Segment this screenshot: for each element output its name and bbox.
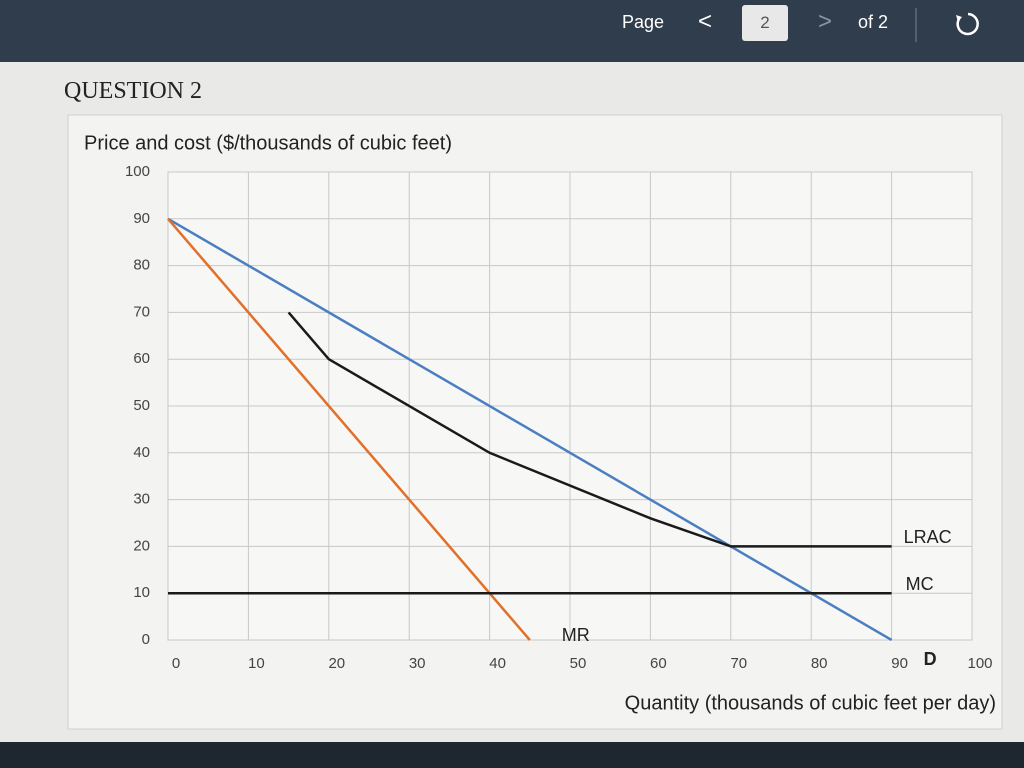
series-label: MC <box>906 574 934 594</box>
x-tick-label: 70 <box>730 655 747 672</box>
y-tick-label: 100 <box>125 163 150 180</box>
series-line <box>287 311 892 548</box>
y-tick-label: 60 <box>133 350 150 367</box>
series-line <box>167 217 531 641</box>
rotate-arrow <box>956 15 962 22</box>
y-tick-label: 10 <box>133 584 150 601</box>
page-input[interactable]: 2 <box>742 5 788 41</box>
x-tick-label: 60 <box>650 655 667 672</box>
prev-page[interactable]: < <box>698 8 713 35</box>
series-line <box>167 217 893 642</box>
x-tick-label: 80 <box>811 655 828 672</box>
y-tick-label: 30 <box>133 491 150 508</box>
y-tick-label: 90 <box>133 210 150 227</box>
x-tick-label: 10 <box>248 655 265 672</box>
y-tick-label: 20 <box>133 537 150 554</box>
x-tick-label: 50 <box>570 655 587 672</box>
page-label: Page <box>622 12 665 32</box>
separator <box>915 8 917 42</box>
next-page[interactable]: > <box>818 8 833 35</box>
y-tick-label: 0 <box>142 631 150 648</box>
series-label: MR <box>562 625 590 645</box>
y-axis-title: Price and cost ($/thousands of cubic fee… <box>84 132 452 154</box>
y-tick-label: 40 <box>133 444 150 461</box>
x-tick-label: 90 <box>891 655 908 672</box>
x-tick-label: 100 <box>967 655 992 672</box>
toolbar: Page < 2 > of 2 <box>0 0 1024 62</box>
series-label: D <box>924 649 937 669</box>
page-count: of 2 <box>858 12 889 32</box>
rotate-button[interactable] <box>948 4 988 44</box>
y-tick-label: 50 <box>133 397 150 414</box>
x-tick-label: 20 <box>328 655 345 672</box>
series-label: LRAC <box>904 527 952 547</box>
question-title: QUESTION 2 <box>64 78 202 104</box>
rotate-icon <box>956 12 979 36</box>
y-tick-label: 80 <box>133 257 150 274</box>
x-tick-label: 30 <box>409 655 426 672</box>
x-axis-title: Quantity (thousands of cubic feet per da… <box>625 692 996 714</box>
y-tick-label: 70 <box>133 303 150 320</box>
x-tick-label: 0 <box>172 655 180 672</box>
x-tick-label: 40 <box>489 655 506 672</box>
